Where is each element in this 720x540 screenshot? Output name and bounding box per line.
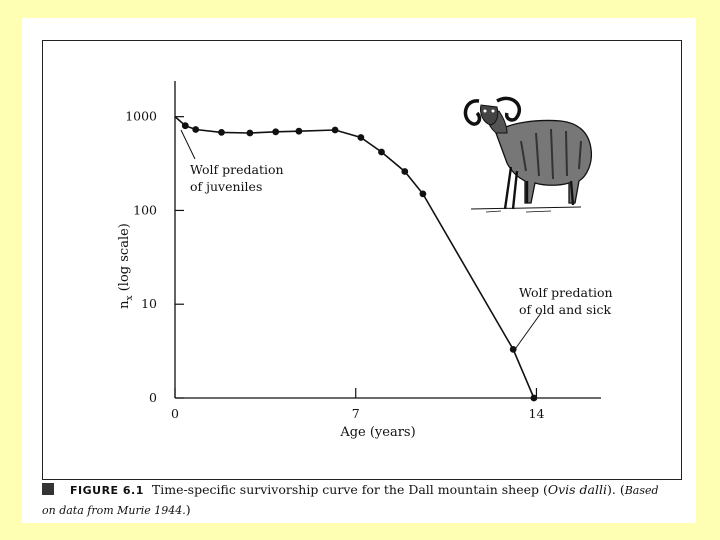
data-point	[509, 346, 517, 353]
data-point	[530, 394, 538, 402]
caption-bullet-square	[42, 483, 54, 495]
y-tick-label: 1000	[125, 109, 157, 124]
survivorship-chart: 0 10 100 1000 0 7 14 nx (log scale) Age (year…	[117, 81, 613, 440]
x-axis-label: Age (years)	[339, 425, 415, 440]
x-tick-label: 14	[529, 406, 545, 421]
y-axis-label-subscript: x	[125, 295, 135, 300]
data-point	[192, 126, 200, 133]
annotation-juveniles-pointer	[180, 129, 196, 160]
y-axis-ticks: 0 10 100 1000	[125, 109, 184, 405]
caption-close: )	[185, 502, 191, 517]
data-point	[419, 190, 427, 198]
caption-source-line1: Based	[624, 484, 659, 497]
data-point	[218, 129, 225, 136]
figure-frame: 0 10 100 1000 0 7 14 nx (log scale) Age (year…	[42, 40, 682, 480]
data-point	[295, 127, 303, 135]
x-tick-label: 0	[171, 406, 179, 421]
annotation-old-sick-pointer	[512, 312, 542, 353]
figure-caption: FIGURE 6.1 Time-specific survivorship cur…	[42, 480, 692, 520]
caption-figure-label: FIGURE 6.1	[70, 484, 144, 497]
annotation-old-sick: Wolf predation of old and sick	[512, 285, 613, 353]
annotation-old-sick-line1: Wolf predation	[519, 285, 613, 300]
annotation-juveniles-line2: of juveniles	[190, 179, 262, 194]
x-axis-ticks: 0 7 14	[171, 388, 544, 421]
data-point	[331, 126, 339, 134]
caption-species: Ovis dalli	[547, 482, 608, 497]
bighorn-sheep-icon	[463, 96, 593, 213]
data-point	[181, 122, 189, 130]
annotation-old-sick-line2: of old and sick	[519, 302, 612, 317]
y-axis-label: nx (log scale)	[117, 223, 135, 309]
y-tick-label: 100	[133, 202, 157, 217]
caption-text-end: ). (	[607, 482, 625, 497]
slide: 0 10 100 1000 0 7 14 nx (log scale) Age (year…	[22, 18, 696, 523]
data-point	[401, 168, 409, 175]
caption-source-line2: on data from Murie 1944.	[42, 504, 186, 517]
data-point	[378, 148, 385, 156]
y-tick-label: 0	[149, 390, 157, 405]
annotation-juveniles: Wolf predation of juveniles	[180, 129, 284, 194]
y-tick-label: 10	[141, 296, 157, 311]
data-point	[272, 128, 280, 136]
data-point	[357, 134, 365, 141]
series-line	[174, 116, 535, 399]
data-point	[246, 129, 254, 137]
x-tick-label: 7	[352, 406, 360, 421]
caption-text: Time-specific survivorship curve for the…	[151, 482, 548, 497]
annotation-juveniles-line1: Wolf predation	[190, 162, 284, 177]
series-layer	[174, 116, 538, 402]
